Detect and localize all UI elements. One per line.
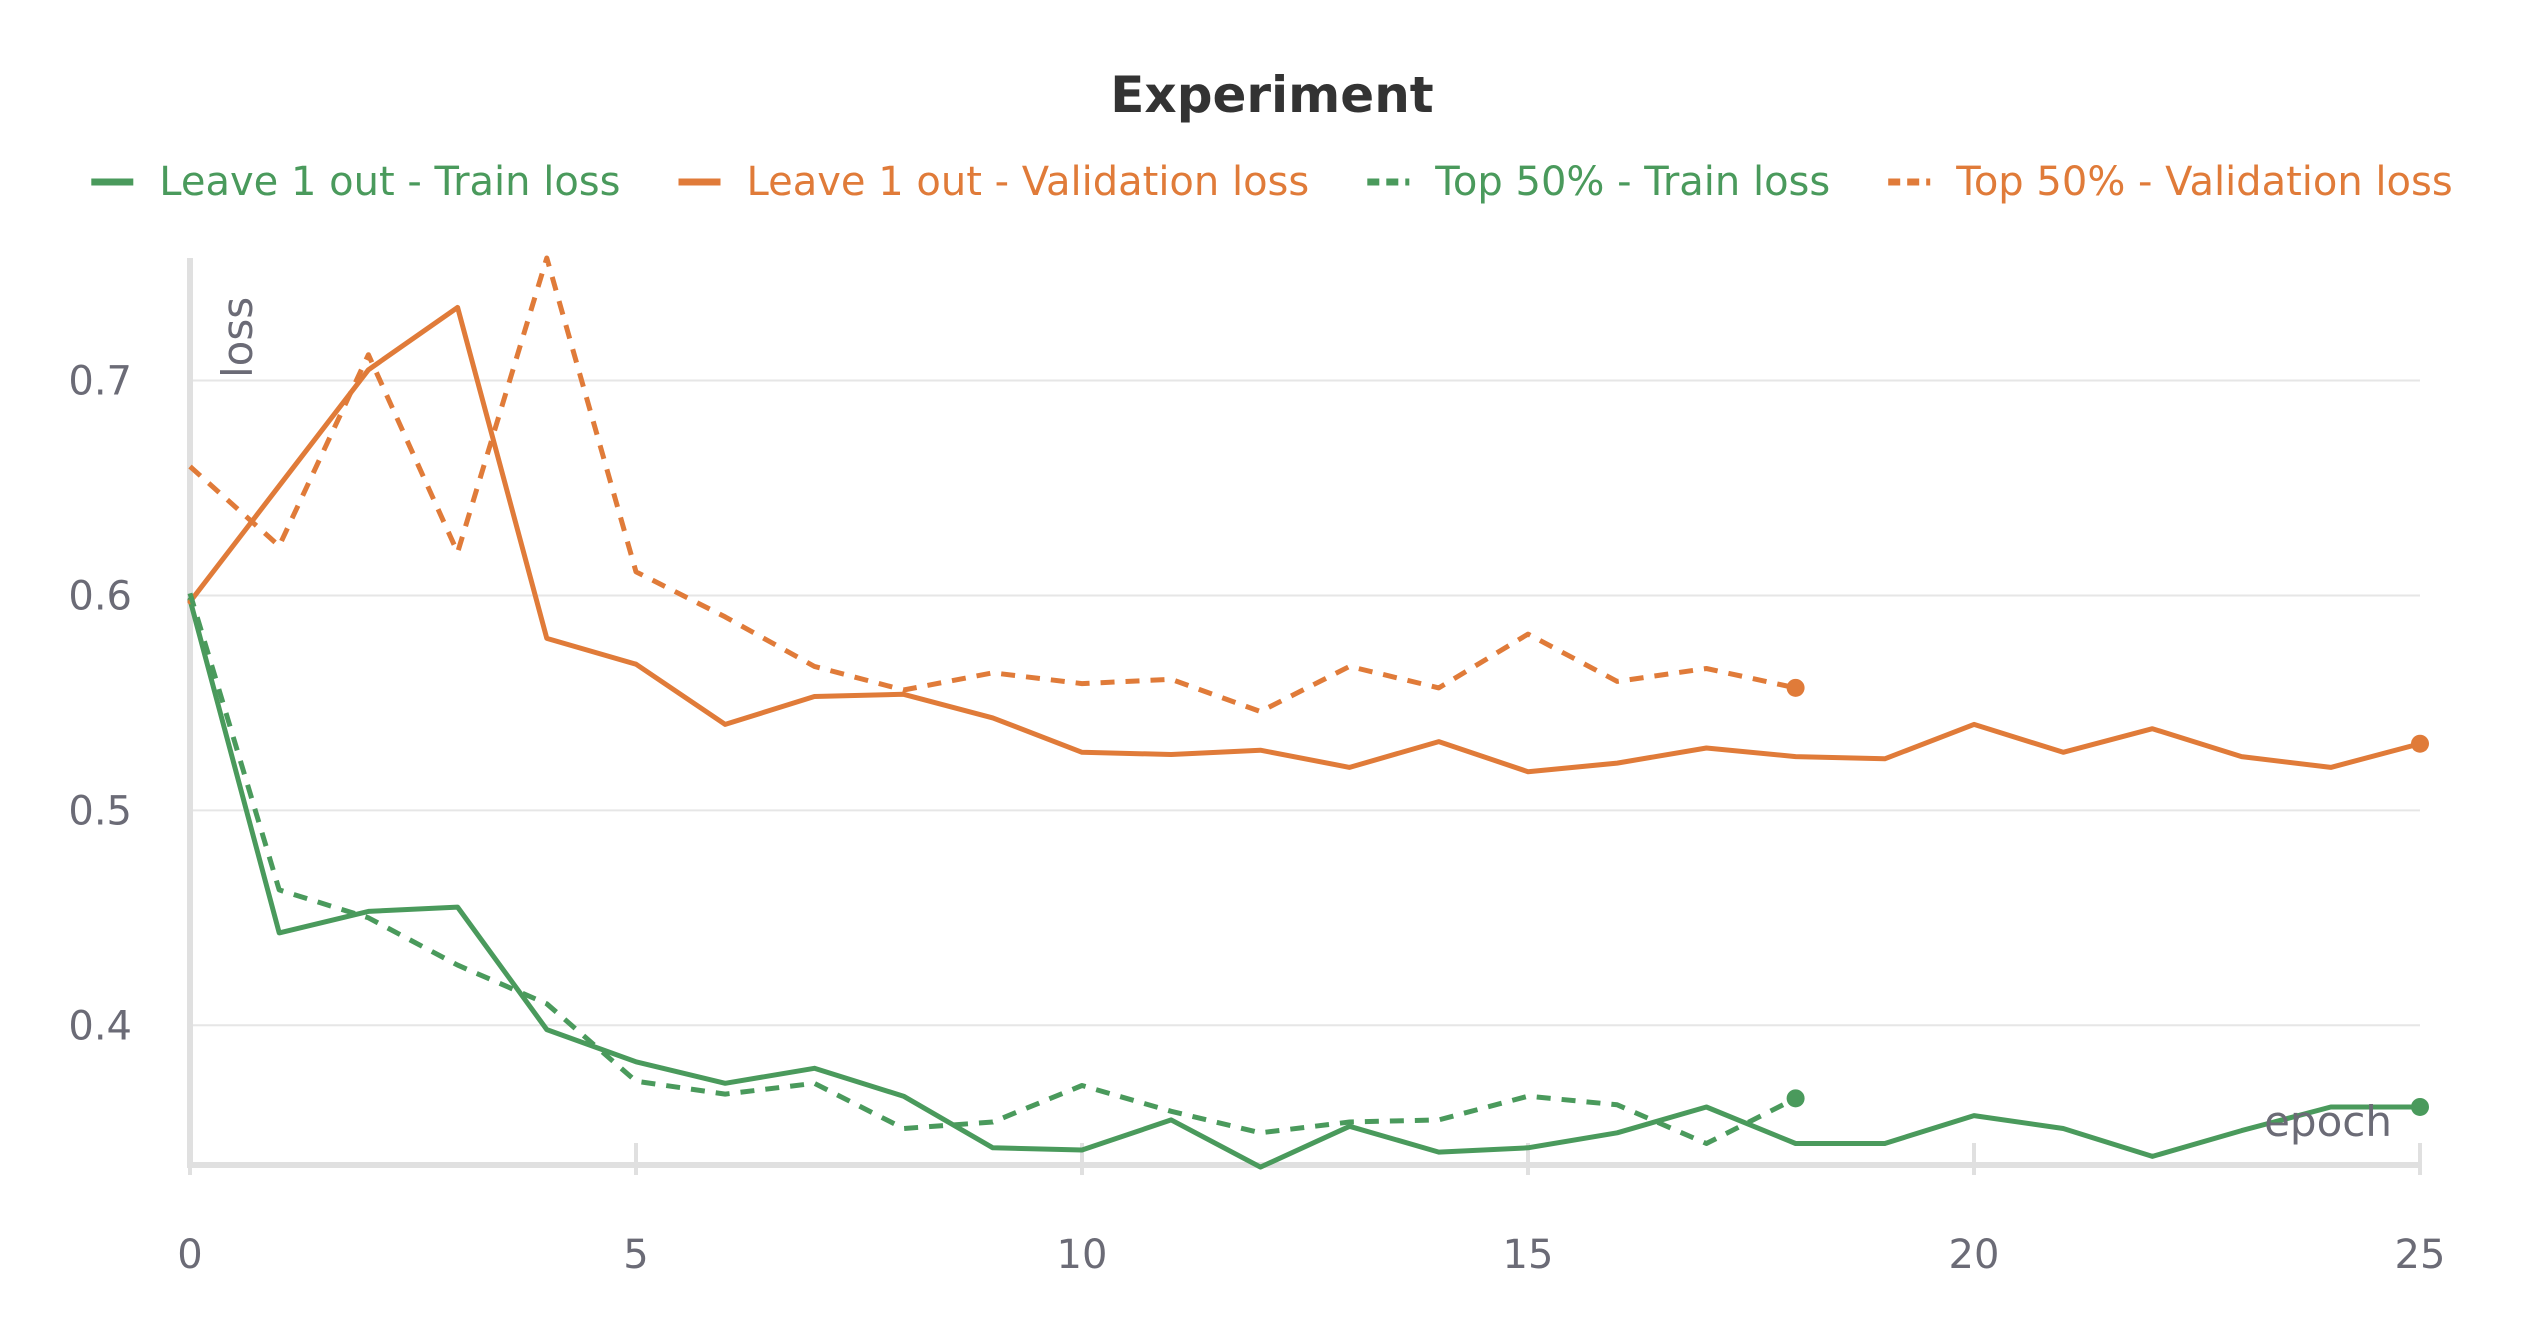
x-tick-label-5: 25: [2395, 1232, 2446, 1278]
x-tick-label-3: 15: [1503, 1232, 1554, 1278]
x-tick-label-0: 0: [177, 1232, 202, 1278]
x-tick-label-2: 10: [1057, 1232, 1108, 1278]
x-tick-label-4: 20: [1949, 1232, 2000, 1278]
gridlines: [190, 379, 2420, 1027]
y-tick-label-0: 0.4: [68, 1003, 132, 1049]
series-endpoint-3: [1786, 678, 1805, 697]
series-line-3: [188, 255, 1797, 714]
y-axis-label: loss: [213, 297, 262, 378]
series-line-0: [187, 597, 2423, 1170]
series-endpoint-0: [2411, 1097, 2429, 1116]
chart-title: Experiment: [1110, 66, 1433, 124]
legend-item-1: Leave 1 out - Validation loss: [678, 159, 1310, 205]
x-axis-label: epoch: [2264, 1097, 2392, 1146]
tick-labels: 0.4 0.5 0.6 0.7 0 5 10 15 20 25: [68, 359, 2445, 1278]
legend: Leave 1 out - Train loss Leave 1 out - Va…: [91, 159, 2453, 205]
y-tick-label-1: 0.5: [68, 788, 132, 834]
legend-label-3: Top 50% - Validation loss: [1955, 159, 2452, 205]
series-layer: [187, 255, 2429, 1170]
legend-item-3: Top 50% - Validation loss: [1888, 159, 2453, 205]
legend-label-0: Leave 1 out - Train loss: [159, 159, 620, 205]
y-tick-label-2: 0.6: [68, 573, 132, 619]
x-tick-label-1: 5: [623, 1232, 648, 1278]
legend-item-0: Leave 1 out - Train loss: [91, 159, 621, 205]
legend-label-1: Leave 1 out - Validation loss: [747, 159, 1310, 205]
series-endpoint-2: [1786, 1089, 1805, 1108]
series-line-2: [187, 592, 1797, 1146]
axes: [187, 258, 2422, 1175]
y-tick-label-3: 0.7: [68, 359, 132, 405]
series-endpoint-1: [2411, 734, 2429, 753]
series-line-1: [187, 304, 2423, 775]
legend-label-2: Top 50% - Train loss: [1434, 159, 1830, 205]
legend-item-2: Top 50% - Train loss: [1367, 159, 1830, 205]
